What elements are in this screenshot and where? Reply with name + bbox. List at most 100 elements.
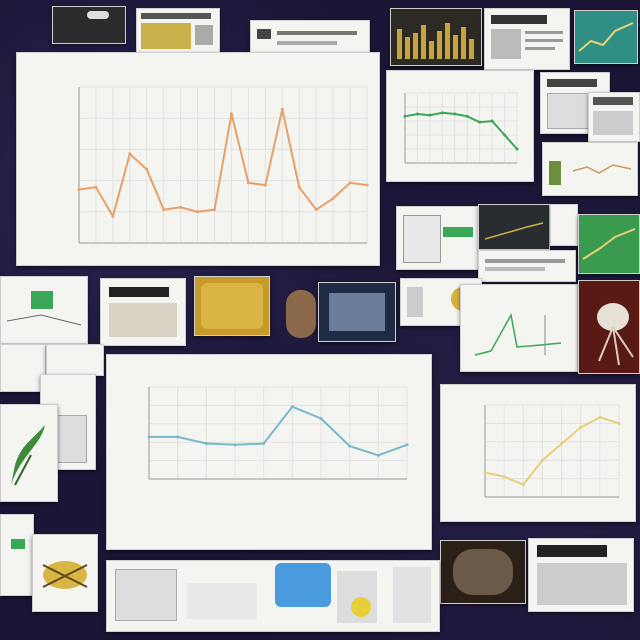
data-point bbox=[111, 214, 115, 218]
specimen-body bbox=[597, 303, 629, 331]
data-point bbox=[540, 458, 544, 462]
thumbnail-card-heading bbox=[100, 278, 186, 346]
green-card-line bbox=[582, 228, 636, 260]
data-point bbox=[478, 120, 482, 124]
thumbnail-dark-chart bbox=[478, 204, 550, 250]
data-point bbox=[290, 405, 294, 409]
bottom-strip bbox=[106, 560, 440, 632]
data-point bbox=[297, 185, 301, 189]
plant-svg bbox=[11, 425, 45, 486]
data-point bbox=[365, 183, 369, 187]
device-shape bbox=[87, 11, 109, 19]
main-line-chart bbox=[77, 86, 369, 244]
bar bbox=[445, 23, 450, 59]
specimen-figure bbox=[286, 290, 316, 338]
bar bbox=[405, 37, 410, 59]
data-point bbox=[440, 111, 444, 115]
sketch-line bbox=[6, 314, 82, 326]
thumbnail-card-heading-2 bbox=[528, 538, 634, 612]
data-point bbox=[314, 208, 318, 212]
thumbnail-photo bbox=[318, 282, 396, 342]
card-diagram bbox=[109, 303, 177, 337]
series-line bbox=[404, 111, 518, 150]
photo-content bbox=[329, 293, 385, 331]
text-line bbox=[485, 259, 565, 263]
bar bbox=[461, 27, 466, 59]
thumbnail-insect-drawing bbox=[32, 534, 98, 612]
data-point bbox=[453, 112, 457, 116]
teal-chart-svg bbox=[578, 22, 634, 52]
bar bbox=[453, 35, 458, 59]
thumbnail-green-chart bbox=[578, 214, 640, 274]
insect-legs bbox=[42, 564, 88, 588]
card-heading bbox=[537, 545, 607, 557]
strip-coin bbox=[351, 597, 371, 617]
text-line bbox=[525, 39, 563, 42]
green-card-svg bbox=[582, 228, 636, 260]
data-point bbox=[515, 147, 519, 151]
card-image bbox=[491, 29, 521, 59]
thumbnail-mini-chart bbox=[542, 142, 638, 196]
data-point bbox=[465, 114, 469, 118]
data-point bbox=[77, 188, 81, 192]
thumbnail-mineral-image bbox=[194, 276, 270, 336]
chart-card-green bbox=[386, 70, 534, 182]
text-line bbox=[485, 267, 545, 271]
data-point bbox=[617, 421, 621, 425]
bar bbox=[469, 39, 474, 59]
insect-image bbox=[141, 23, 191, 49]
text-line bbox=[525, 47, 555, 50]
card-heading bbox=[109, 287, 169, 297]
thumbnail-text-card-5 bbox=[46, 344, 104, 376]
data-point bbox=[560, 442, 564, 446]
line-card-svg bbox=[474, 312, 562, 356]
data-point bbox=[196, 210, 200, 214]
data-point bbox=[415, 112, 419, 116]
specimen-svg bbox=[597, 303, 634, 366]
data-point bbox=[162, 208, 166, 212]
data-point bbox=[428, 113, 432, 117]
data-point bbox=[502, 475, 506, 479]
data-point bbox=[405, 443, 409, 447]
bar bbox=[397, 29, 402, 59]
card-header-bar bbox=[141, 13, 211, 19]
data-point bbox=[483, 470, 487, 474]
thumbnail-narrow-card bbox=[550, 204, 578, 246]
data-point bbox=[521, 483, 525, 487]
data-point bbox=[246, 181, 250, 185]
plant-leaf bbox=[11, 425, 45, 485]
animal-shape bbox=[453, 549, 513, 595]
thumbnail-bar-chart bbox=[390, 8, 482, 66]
chart-card-yellow bbox=[440, 384, 636, 522]
data-point bbox=[490, 119, 494, 123]
data-point bbox=[503, 133, 507, 137]
data-point bbox=[598, 415, 602, 419]
thumbnail-text-card-2 bbox=[484, 8, 570, 70]
card-side-text bbox=[195, 25, 213, 45]
green-line-chart bbox=[403, 92, 519, 164]
specimen-legs bbox=[598, 326, 634, 366]
data-point bbox=[179, 205, 183, 209]
card-heading bbox=[491, 15, 547, 24]
mineral-shape bbox=[201, 283, 263, 329]
bar-group bbox=[397, 15, 475, 59]
thumbnail-animal-photo bbox=[440, 540, 526, 604]
chart-card-main bbox=[16, 52, 380, 266]
data-point bbox=[147, 435, 151, 439]
thumbnail-text-strip bbox=[478, 250, 576, 282]
data-point bbox=[229, 112, 233, 116]
thumbnail-specimen-image bbox=[578, 280, 640, 374]
data-point bbox=[319, 417, 323, 421]
yellow-line-chart bbox=[483, 404, 621, 498]
data-point bbox=[331, 196, 335, 200]
data-point bbox=[403, 114, 407, 118]
mini-chart-icon bbox=[549, 161, 561, 185]
data-point bbox=[280, 107, 284, 111]
diagram-block bbox=[407, 287, 423, 317]
insect-drawing-svg bbox=[42, 561, 88, 589]
dark-chart-svg bbox=[484, 222, 544, 240]
strip-table bbox=[115, 569, 177, 621]
strip-card bbox=[393, 567, 431, 623]
series-line bbox=[149, 405, 408, 457]
line-card-line bbox=[474, 312, 562, 356]
